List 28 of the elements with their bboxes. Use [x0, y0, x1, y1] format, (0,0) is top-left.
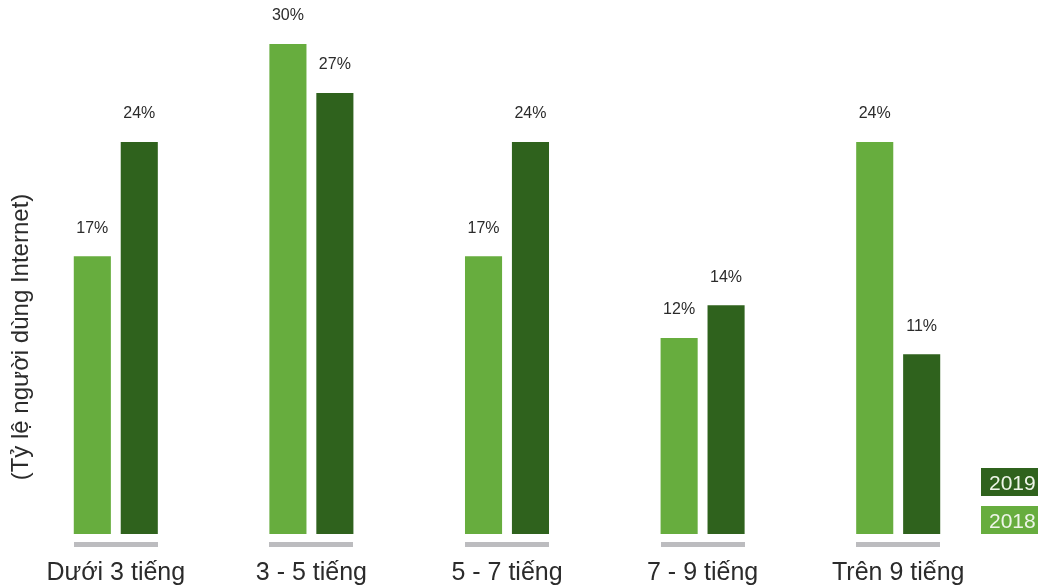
- legend-label: 2018: [989, 506, 1038, 534]
- data-label: 17%: [467, 218, 500, 236]
- bar: [856, 142, 894, 534]
- data-label: 27%: [318, 55, 351, 73]
- bar: [73, 256, 111, 534]
- bar: [707, 305, 745, 534]
- bar: [903, 354, 941, 534]
- y-axis-title: (Tỷ lệ người dùng Internet): [5, 193, 33, 481]
- x-tick-label: Trên 9 tiếng: [831, 556, 965, 585]
- bar: [120, 142, 158, 534]
- bar: [269, 44, 307, 534]
- data-label: 14%: [710, 267, 743, 285]
- data-label: 11%: [906, 316, 938, 334]
- data-label: 24%: [858, 104, 891, 122]
- x-tick-label: Dưới 3 tiếng: [46, 556, 186, 585]
- data-label: 30%: [271, 6, 304, 24]
- x-tick-label: 5 - 7 tiếng: [451, 556, 563, 585]
- data-label: 17%: [76, 218, 109, 236]
- legend-label: 2019: [989, 468, 1038, 496]
- x-tick-label: 7 - 9 tiếng: [647, 556, 759, 585]
- bar: [464, 256, 503, 534]
- data-label: 24%: [514, 104, 547, 122]
- bar: [316, 93, 354, 534]
- data-label: 24%: [123, 104, 156, 122]
- bar: [660, 338, 698, 534]
- data-label: 12%: [663, 300, 696, 318]
- x-tick-label: 3 - 5 tiếng: [255, 556, 367, 585]
- bar: [511, 142, 550, 534]
